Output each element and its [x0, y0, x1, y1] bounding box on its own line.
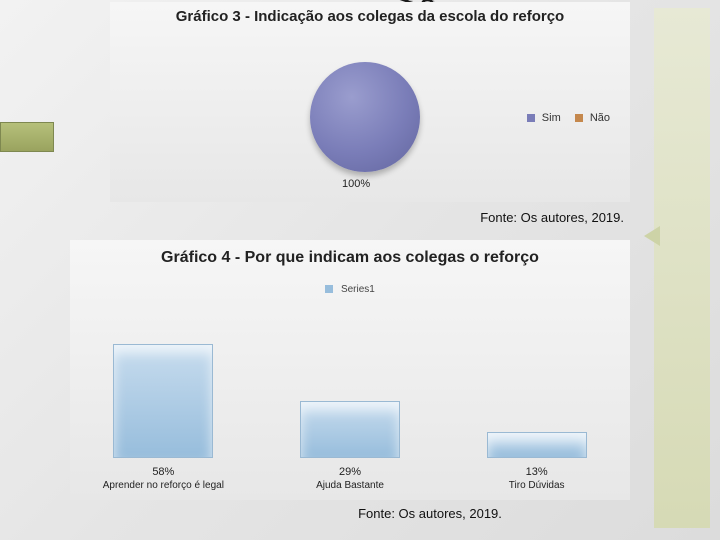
chart4-cat-2: Tiro Dúvidas: [443, 480, 630, 491]
chart4-series-label: Series1: [341, 284, 375, 295]
chart3-pie-wrap: [310, 62, 420, 172]
chart4-bar-label-2: 13%: [443, 466, 630, 478]
chart3-source: Fonte: Os autores, 2019.: [110, 210, 630, 225]
chart4-series-legend: Series1: [70, 284, 630, 295]
slide-page: RESULTADOR ALCANÇADOS COM OS ALUNOS DO C…: [0, 0, 720, 540]
chart3-legend: Sim Não: [527, 112, 610, 124]
chart4-panel: Gráfico 4 - Por que indicam aos colegas …: [70, 240, 630, 500]
legend-item-sim: Sim: [527, 112, 561, 124]
side-title-arrowhead: [644, 226, 660, 246]
chart4-bar-2: [487, 432, 587, 458]
chart4-bar-1: [300, 401, 400, 458]
chart4-bar-label-1: 29%: [257, 466, 444, 478]
chart4-cat-0: Aprender no reforço é legal: [70, 480, 257, 491]
chart3-center-label: 100%: [342, 178, 370, 190]
legend-swatch-sim: [527, 114, 535, 122]
chart4-bar-label-0: 58%: [70, 466, 257, 478]
legend-swatch-nao: [575, 114, 583, 122]
chart4-category-row: Aprender no reforço é legal Ajuda Bastan…: [70, 480, 630, 491]
chart4-bar-cell-2: 13%: [443, 338, 630, 458]
side-title-bg: [654, 8, 710, 528]
legend-label-nao: Não: [590, 112, 610, 124]
chart3-title: Gráfico 3 - Indicação aos colegas da esc…: [110, 2, 630, 27]
chart4-bars-row: 58% 29% 13%: [70, 338, 630, 458]
side-title-container: RESULTADOR ALCANÇADOS COM OS ALUNOS DO C…: [646, 0, 716, 540]
chart4-bar-cell-1: 29%: [257, 338, 444, 458]
chart4-bar-0: [113, 344, 213, 458]
legend-item-nao: Não: [575, 112, 610, 124]
chart4-cat-1: Ajuda Bastante: [257, 480, 444, 491]
decorative-rectangle: [0, 122, 54, 152]
chart4-title: Gráfico 4 - Por que indicam aos colegas …: [70, 240, 630, 268]
chart3-panel: Gráfico 3 - Indicação aos colegas da esc…: [110, 2, 630, 202]
chart4-bar-cell-0: 58%: [70, 338, 257, 458]
chart4-series-swatch: [325, 285, 333, 293]
chart3-pie: [310, 62, 420, 172]
legend-label-sim: Sim: [542, 112, 561, 124]
chart4-source: Fonte: Os autores, 2019.: [70, 506, 630, 521]
